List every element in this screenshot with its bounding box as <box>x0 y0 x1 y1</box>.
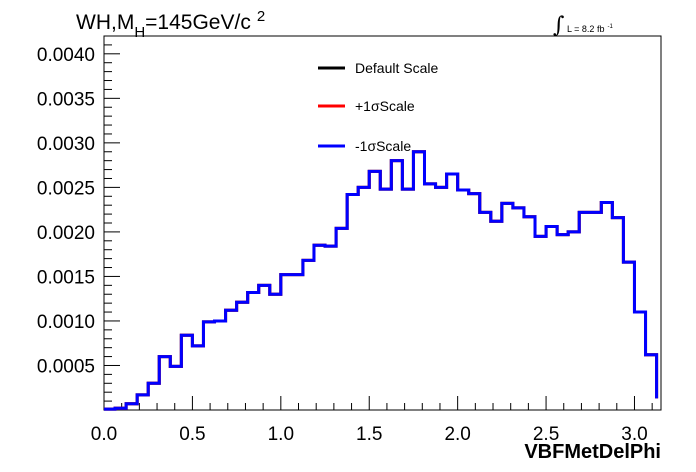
y-tick-label: 0.0040 <box>37 45 95 66</box>
luminosity-text: L = 8.2 fb -1 <box>567 24 613 34</box>
title-rest: =145GeV/c <box>145 11 251 34</box>
x-axis: 0.0 0.5 1.0 1.5 2.0 2.5 3.0 <box>91 396 653 445</box>
integral-symbol: ∫ <box>553 13 565 38</box>
luminosity-superscript: -1 <box>607 24 613 30</box>
y-tick-label: 0.0015 <box>37 267 95 288</box>
chart-title: WH,MH=145GeV/c 2 <box>76 8 265 41</box>
luminosity-value: L = 8.2 fb <box>567 24 604 34</box>
x-tick-label: 2.5 <box>533 424 559 445</box>
legend: Default Scale +1σScale -1σScale <box>318 60 438 154</box>
y-tick-label: 0.0035 <box>37 89 95 110</box>
histogram-line <box>104 150 659 411</box>
x-tick-label: 2.0 <box>444 424 470 445</box>
y-axis: 0.0005 0.0010 0.0015 0.0020 0.0025 0.0030 0.00… <box>37 35 120 402</box>
title-subscript: H <box>134 24 145 41</box>
y-tick-label: 0.0020 <box>37 223 95 244</box>
legend-label: -1σScale <box>355 138 411 154</box>
y-tick-label: 0.0010 <box>37 312 95 333</box>
y-tick-label: 0.0030 <box>37 134 95 155</box>
legend-label: Default Scale <box>355 60 438 76</box>
x-tick-label: 3.0 <box>621 424 647 445</box>
legend-label: +1σScale <box>355 98 415 114</box>
series-minus-1sigma <box>104 150 659 411</box>
luminosity-label: ∫ L = 8.2 fb -1 <box>553 13 613 38</box>
title-main: WH,M <box>76 11 134 34</box>
x-tick-label: 0.0 <box>91 424 117 445</box>
x-tick-label: 1.0 <box>268 424 294 445</box>
y-tick-label: 0.0005 <box>37 356 95 377</box>
title-superscript: 2 <box>257 8 265 25</box>
series-layer <box>104 150 659 411</box>
x-tick-label: 1.5 <box>356 424 382 445</box>
x-axis-title: VBFMetDelPhi <box>524 441 661 463</box>
x-tick-label: 0.5 <box>179 424 205 445</box>
y-tick-label: 0.0025 <box>37 178 95 199</box>
